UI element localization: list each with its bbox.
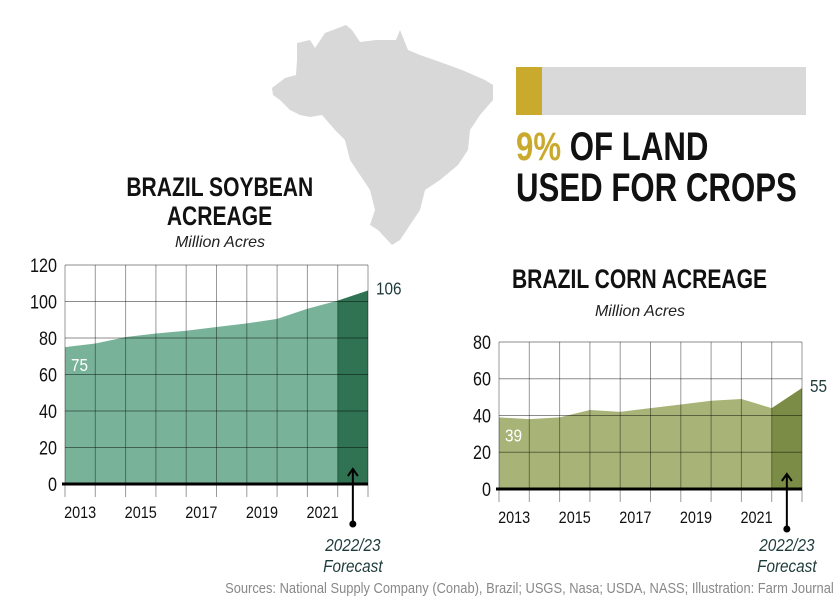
land-stat-line2: USED FOR CROPS xyxy=(516,168,840,208)
corn-chart-subtitle: Million Acres xyxy=(594,303,686,320)
land-stat-line1: 9% OF LAND xyxy=(516,127,763,167)
soy-area xyxy=(65,300,338,484)
soy-ytick-label: 60 xyxy=(39,364,57,386)
soy-xtick-label: 2015 xyxy=(125,504,157,522)
soy-forecast-area xyxy=(337,290,368,484)
corn-forecast-label: 2022/23 xyxy=(758,535,815,555)
corn-ytick-label: 40 xyxy=(473,405,491,427)
corn-xtick-label: 2017 xyxy=(619,509,651,527)
corn-arrow-head-icon xyxy=(781,472,793,482)
corn-area xyxy=(499,398,772,489)
land-stat-text-2: USED FOR CROPS xyxy=(516,166,797,210)
corn-xtick-label: 2019 xyxy=(680,509,712,527)
soy-arrow-head-icon xyxy=(347,467,359,477)
corn-xtick-label: 2015 xyxy=(559,509,591,527)
soy-forecast-label: 2022/23 xyxy=(324,535,381,555)
corn-end-value-label: 55 xyxy=(810,376,827,396)
soy-start-value-label: 75 xyxy=(71,355,88,375)
soy-ytick-label: 100 xyxy=(30,291,57,313)
land-use-bar-fill xyxy=(516,67,543,115)
soy-ytick-label: 120 xyxy=(30,255,57,277)
land-percent: 9% xyxy=(516,125,562,169)
corn-chart-title: BRAZIL CORN ACREAGE xyxy=(512,264,768,294)
corn-xtick-label: 2013 xyxy=(498,509,530,527)
soy-xtick-label: 2021 xyxy=(306,504,338,522)
soy-ytick-label: 80 xyxy=(39,328,57,350)
land-stat-text: OF LAND xyxy=(569,125,709,169)
corn-forecast-area xyxy=(771,387,802,489)
soy-xtick-label: 2017 xyxy=(185,504,217,522)
soy-ytick-label: 20 xyxy=(39,437,57,459)
soy-forecast-label: Forecast xyxy=(323,556,384,576)
soy-ytick-label: 0 xyxy=(48,474,57,496)
land-use-bar xyxy=(516,67,806,115)
soy-xtick-label: 2013 xyxy=(64,504,96,522)
soy-chart-title: BRAZIL SOYBEAN ACREAGE xyxy=(126,172,314,231)
corn-forecast-label: Forecast xyxy=(757,556,818,576)
sources-note: Sources: National Supply Company (Conab)… xyxy=(225,580,834,597)
soy-chart-subtitle: Million Acres xyxy=(174,234,266,251)
corn-ytick-label: 80 xyxy=(473,332,491,354)
corn-ytick-label: 60 xyxy=(473,369,491,391)
corn-xtick-label: 2021 xyxy=(740,509,772,527)
soy-xtick-label: 2019 xyxy=(246,504,278,522)
soy-ytick-label: 40 xyxy=(39,401,57,423)
soy-arrow-dot xyxy=(349,520,357,528)
corn-ytick-label: 0 xyxy=(482,479,491,501)
corn-start-value-label: 39 xyxy=(505,425,522,445)
corn-ytick-label: 20 xyxy=(473,442,491,464)
soy-end-value-label: 106 xyxy=(376,278,402,298)
corn-arrow-dot xyxy=(783,525,791,533)
